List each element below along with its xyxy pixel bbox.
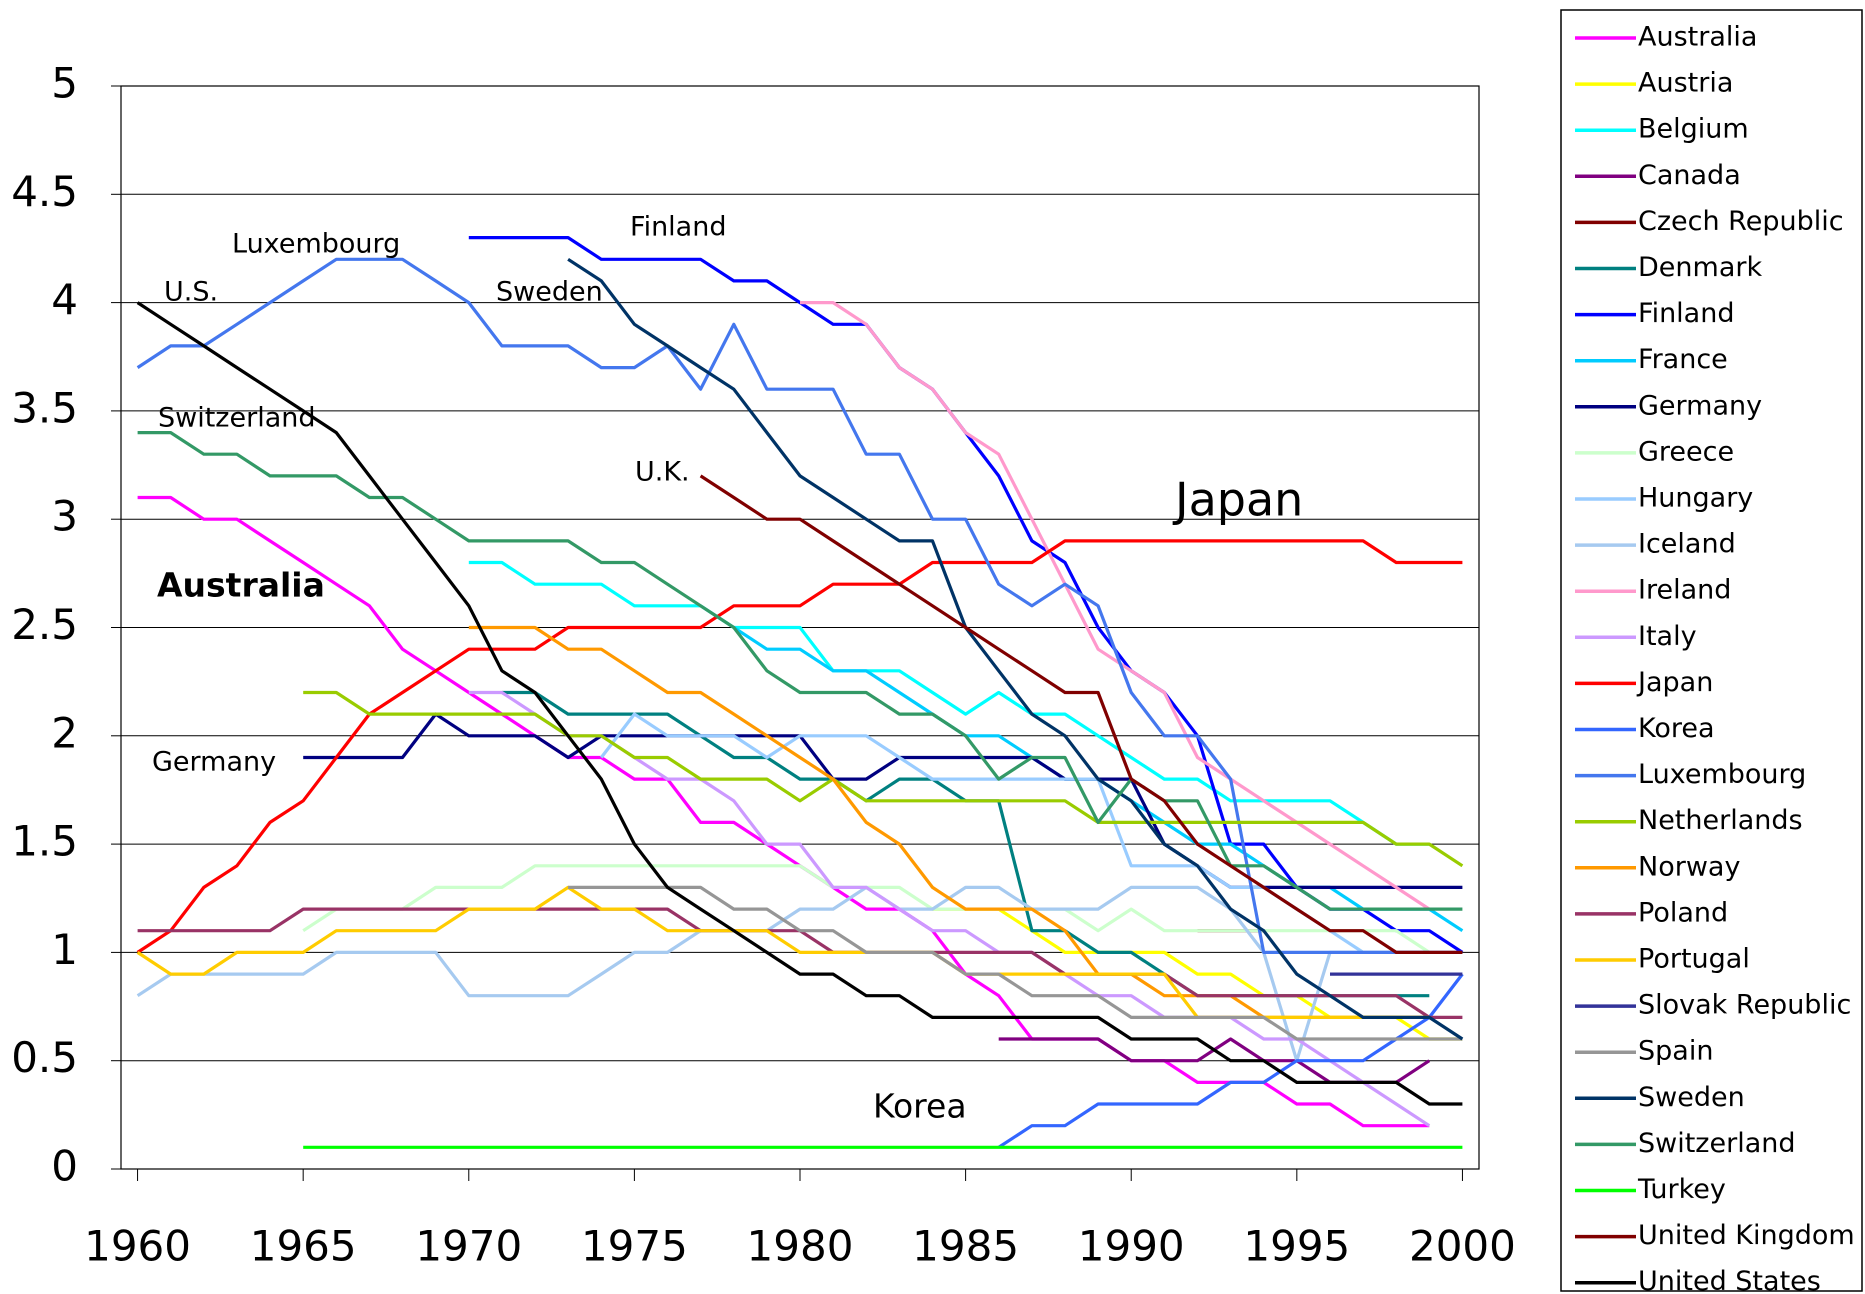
series-line — [136, 301, 1463, 1106]
annotation: Germany — [152, 747, 276, 778]
y-tick-label: 3.5 — [11, 383, 78, 432]
legend-label: Hungary — [1638, 483, 1753, 514]
x-tick-label: 2000 — [1409, 1222, 1516, 1271]
legend-label: Ireland — [1638, 575, 1731, 606]
y-tick-label: 5 — [51, 59, 78, 108]
x-tick-label: 1960 — [84, 1222, 191, 1271]
series-line — [568, 885, 1463, 1041]
series-line — [137, 495, 1430, 1128]
series-line — [136, 257, 1463, 954]
legend-label: United Kingdom — [1638, 1220, 1855, 1251]
legend-label: Poland — [1638, 897, 1728, 928]
y-tick-label: 0.5 — [11, 1033, 78, 1082]
annotation: Switzerland — [158, 403, 316, 434]
x-tick-label: 1975 — [581, 1222, 688, 1271]
legend-label: Finland — [1638, 298, 1734, 329]
legend-label: Norway — [1638, 851, 1740, 882]
legend-label: Denmark — [1638, 252, 1762, 283]
legend-label: Belgium — [1638, 114, 1749, 145]
legend-label: Canada — [1638, 160, 1741, 191]
x-tick-label: 1990 — [1078, 1222, 1185, 1271]
legend-label: Slovak Republic — [1638, 990, 1851, 1021]
series-line — [136, 539, 1463, 954]
legend-label: Italy — [1638, 621, 1697, 652]
legend-label: Switzerland — [1638, 1128, 1796, 1159]
annotation: Korea — [873, 1087, 967, 1126]
y-tick-label: 3 — [51, 492, 78, 541]
series-line — [800, 301, 1431, 911]
legend-label: Germany — [1638, 390, 1762, 421]
legend-label: Sweden — [1638, 1082, 1745, 1113]
annotation: U.K. — [635, 457, 690, 488]
legend-label: Korea — [1638, 713, 1715, 744]
y-tick-label: 1 — [51, 925, 78, 974]
series-line — [567, 257, 1464, 1041]
y-tick-label: 2 — [51, 708, 78, 757]
legend-label: France — [1638, 344, 1728, 375]
y-tick-label: 0 — [51, 1142, 78, 1191]
x-tick-label: 1980 — [747, 1222, 854, 1271]
legend-label: Czech Republic — [1638, 206, 1844, 237]
x-tick-label: 1995 — [1243, 1222, 1350, 1271]
plot-area — [120, 85, 1480, 1170]
annotation: Luxembourg — [232, 229, 400, 260]
series-line — [137, 431, 1463, 911]
legend-label: Japan — [1636, 667, 1713, 698]
legend-label: Portugal — [1638, 944, 1750, 975]
x-tick-label: 1985 — [912, 1222, 1019, 1271]
y-tick-label: 2.5 — [11, 600, 78, 649]
series-line — [997, 973, 1464, 1149]
series-line — [699, 474, 1463, 954]
legend-label: Turkey — [1637, 1174, 1726, 1205]
legend-label: Iceland — [1638, 529, 1736, 560]
y-tick-label: 4 — [51, 275, 78, 324]
legend-label: Austria — [1638, 68, 1733, 99]
legend-label: Luxembourg — [1638, 759, 1806, 790]
annotation: Sweden — [496, 277, 603, 308]
legend-label: Spain — [1638, 1036, 1713, 1067]
y-tick-label: 1.5 — [11, 817, 78, 866]
legend-label: Greece — [1638, 436, 1734, 467]
annotation: Japan — [1172, 473, 1303, 527]
annotation: Australia — [157, 566, 325, 605]
y-tick-label: 4.5 — [11, 167, 78, 216]
annotation: Finland — [630, 212, 726, 243]
series-line — [303, 690, 1464, 868]
series-line — [468, 560, 1430, 846]
x-tick-label: 1970 — [415, 1222, 522, 1271]
series-line — [303, 712, 1463, 889]
legend-label: Netherlands — [1638, 805, 1803, 836]
annotation: U.S. — [164, 277, 218, 308]
x-tick-label: 1965 — [250, 1222, 357, 1271]
legend-label: Australia — [1638, 22, 1757, 53]
legend-label: United States — [1638, 1266, 1821, 1294]
